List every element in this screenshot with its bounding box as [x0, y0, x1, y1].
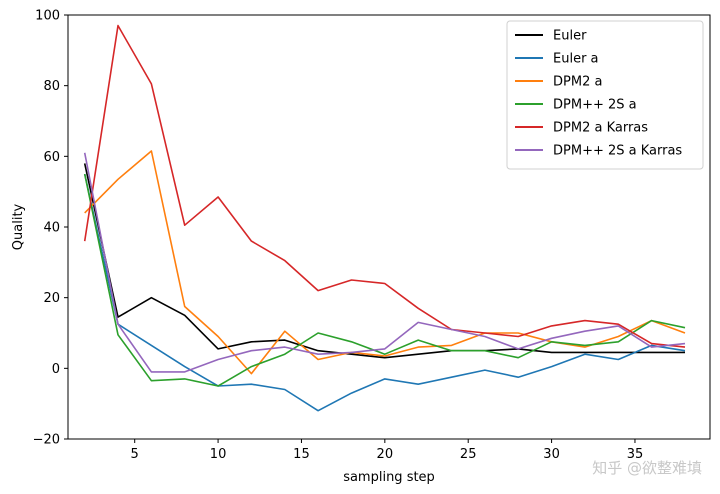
y-tick-label: 60	[43, 150, 60, 165]
y-tick-label: 100	[35, 9, 60, 24]
x-tick-label: 10	[210, 447, 227, 462]
y-axis-ticks: −20 0 20 40 60 80 100	[33, 9, 68, 448]
y-tick-label: 80	[43, 79, 60, 94]
x-tick-label: 25	[460, 447, 477, 462]
series-lines	[83, 24, 686, 412]
legend-entry-label: DPM++ 2S a Karras	[553, 144, 682, 159]
y-tick-label: 0	[52, 362, 60, 377]
series-line-dpm-2s-a-karras	[83, 152, 686, 373]
legend-entry-label: DPM++ 2S a	[553, 98, 637, 113]
x-tick-label: 35	[627, 447, 644, 462]
series-line-euler-a	[83, 173, 686, 412]
x-tick-label: 5	[131, 447, 139, 462]
series-line-dpm2-a-karras	[83, 24, 686, 348]
legend-entry-label: DPM2 a Karras	[553, 121, 648, 136]
x-axis-ticks: 5 10 15 20 25 30 35	[131, 439, 644, 462]
x-tick-label: 30	[543, 447, 560, 462]
x-tick-label: 20	[377, 447, 394, 462]
y-tick-label: −20	[33, 433, 60, 448]
y-tick-label: 40	[43, 221, 60, 236]
x-axis-label: sampling step	[343, 470, 435, 485]
legend-entry-label: DPM2 a	[553, 75, 602, 90]
series-line-dpm-2s-a	[83, 173, 686, 387]
legend-entry-label: Euler a	[553, 52, 599, 67]
legend-entry-label: Euler	[553, 29, 587, 44]
watermark: 知乎 @欲整难填	[592, 459, 702, 477]
legend: Euler Euler a DPM2 a DPM++ 2S a DPM2 a Karra…	[506, 20, 704, 170]
series-line-dpm2-a	[84, 150, 686, 375]
series-line-euler	[83, 163, 685, 359]
y-tick-label: 20	[43, 291, 60, 306]
legend-box	[506, 20, 704, 170]
x-tick-label: 15	[293, 447, 310, 462]
y-axis-label: Quality	[11, 203, 26, 250]
